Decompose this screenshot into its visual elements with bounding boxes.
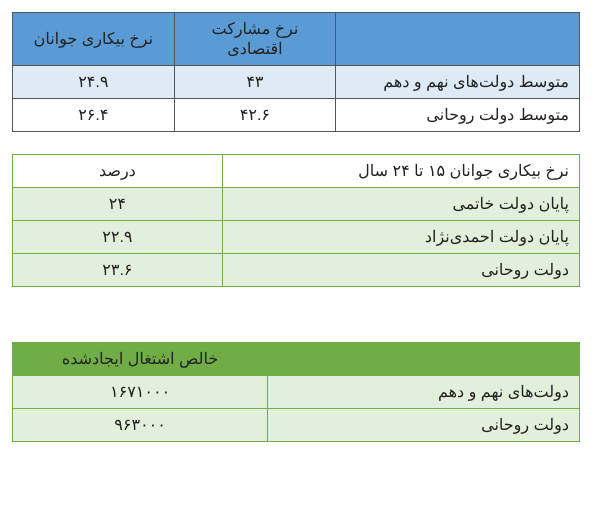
row-label: دولت روحانی	[222, 254, 579, 287]
employment-value: ۱۶۷۱۰۰۰	[13, 376, 268, 409]
table3-value-header: خالص اشتغال ایجادشده	[13, 343, 268, 376]
net-employment-created-table: خالص اشتغال ایجادشده دولت‌های نهم و دهم …	[12, 342, 580, 442]
table2-percent-header: درصد	[13, 155, 223, 188]
table-row: متوسط دولت روحانی ۴۲.۶ ۲۶.۴	[13, 99, 580, 132]
table-row: دولت روحانی ۲۳.۶	[13, 254, 580, 287]
table-row: پایان دولت احمدی‌نژاد ۲۲.۹	[13, 221, 580, 254]
percent-value: ۲۳.۶	[13, 254, 223, 287]
participation-value: ۴۲.۶	[174, 99, 336, 132]
row-label: پایان دولت خاتمی	[222, 188, 579, 221]
table-row: پایان دولت خاتمی ۲۴	[13, 188, 580, 221]
table1-participation-header: نرخ مشارکت اقتصادی	[174, 13, 336, 66]
youth-unemployment-15-24-table: نرخ بیکاری جوانان ۱۵ تا ۲۴ سال درصد پایا…	[12, 154, 580, 287]
participation-value: ۴۳	[174, 66, 336, 99]
row-label: متوسط دولت روحانی	[336, 99, 580, 132]
table-row: دولت روحانی ۹۶۳۰۰۰	[13, 409, 580, 442]
table1-youth-unemp-header: نرخ بیکاری جوانان	[13, 13, 175, 66]
row-label: متوسط دولت‌های نهم و دهم	[336, 66, 580, 99]
table2-title: نرخ بیکاری جوانان ۱۵ تا ۲۴ سال	[222, 155, 579, 188]
youth-unemp-value: ۲۶.۴	[13, 99, 175, 132]
percent-value: ۲۴	[13, 188, 223, 221]
table-row: دولت‌های نهم و دهم ۱۶۷۱۰۰۰	[13, 376, 580, 409]
participation-unemployment-table: نرخ مشارکت اقتصادی نرخ بیکاری جوانان متو…	[12, 12, 580, 132]
youth-unemp-value: ۲۴.۹	[13, 66, 175, 99]
table-row: متوسط دولت‌های نهم و دهم ۴۳ ۲۴.۹	[13, 66, 580, 99]
row-label: دولت‌های نهم و دهم	[268, 376, 580, 409]
row-label: پایان دولت احمدی‌نژاد	[222, 221, 579, 254]
table3-blank-header	[268, 343, 580, 376]
percent-value: ۲۲.۹	[13, 221, 223, 254]
table1-blank-header	[336, 13, 580, 66]
row-label: دولت روحانی	[268, 409, 580, 442]
employment-value: ۹۶۳۰۰۰	[13, 409, 268, 442]
